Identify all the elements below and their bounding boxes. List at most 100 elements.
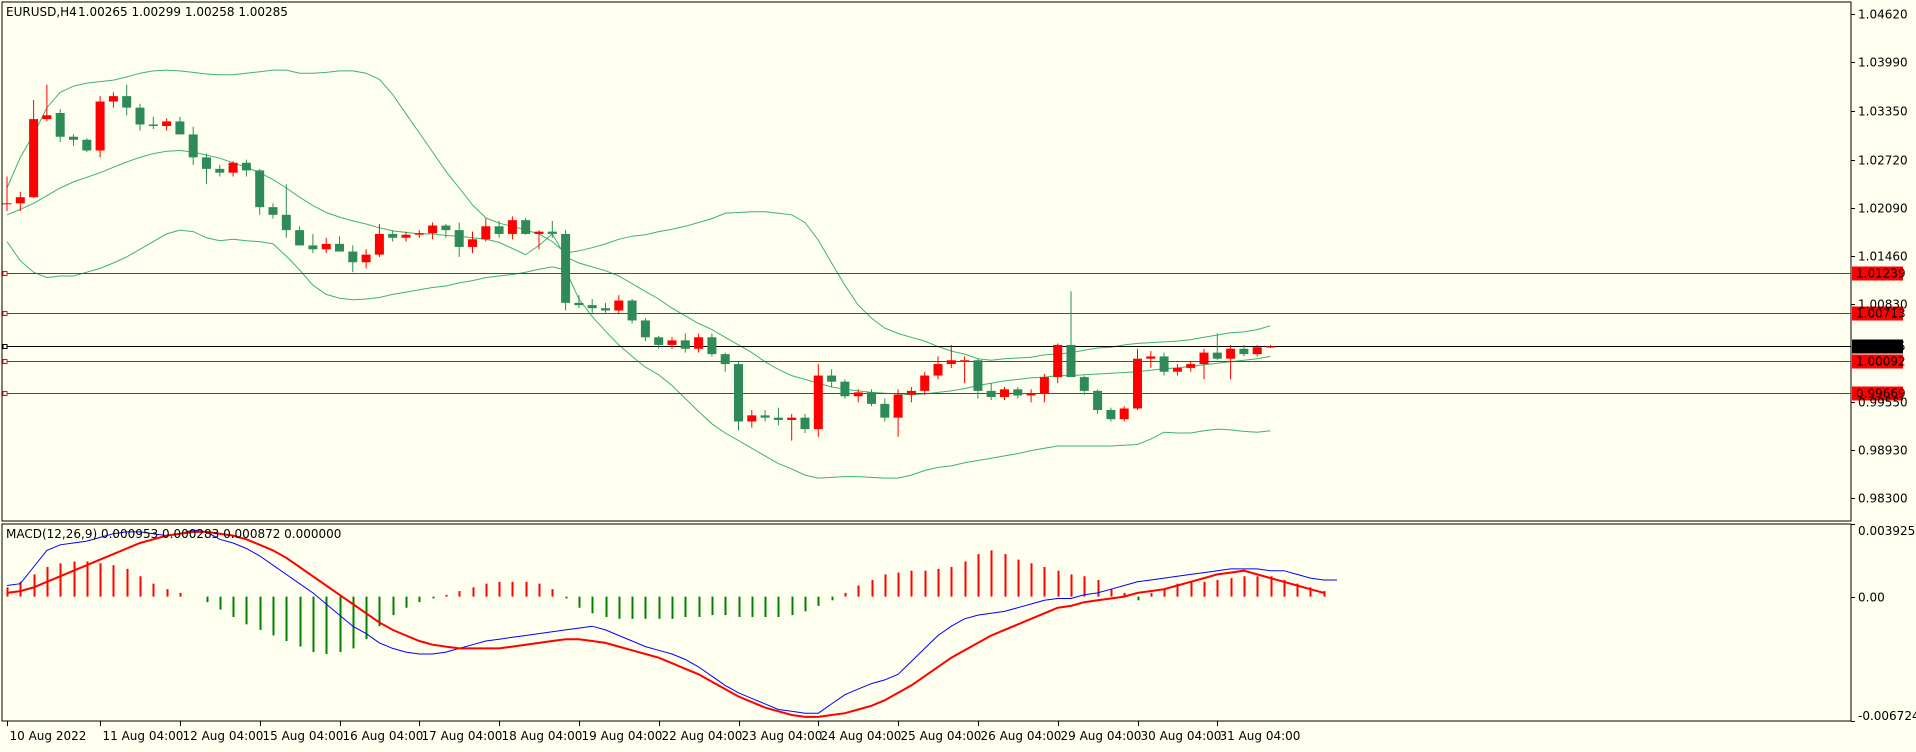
time-tick-label: 23 Aug 04:00	[742, 729, 823, 743]
candle-body	[468, 239, 477, 247]
candle-body	[2, 203, 12, 205]
candle-body	[1119, 408, 1129, 420]
macd-panel-frame	[1, 523, 1852, 722]
macd-axis: 0.003925 0.00 -0.006724	[1851, 524, 1916, 723]
price-tick-label: 0.98930	[1858, 444, 1908, 458]
ohlc-label: 1.00265 1.00299 1.00258 1.00285	[78, 5, 288, 19]
time-tick-label: 26 Aug 04:00	[981, 729, 1062, 743]
candle-body	[773, 417, 783, 420]
macd-line	[6, 529, 1337, 714]
candle-body	[122, 96, 132, 108]
candle-body	[1266, 346, 1275, 348]
candle-body	[547, 231, 557, 234]
candle-body	[414, 233, 424, 235]
candle-body	[933, 364, 943, 376]
candle-body	[906, 390, 916, 395]
level-price-label: 0.99669	[1856, 387, 1906, 401]
macd-histogram	[6, 550, 1326, 654]
price-tick-label: 1.02090	[1858, 202, 1908, 216]
macd-tick-label: 0.003925	[1858, 524, 1915, 538]
candle-body	[55, 112, 65, 137]
candle-body	[1106, 410, 1116, 420]
candle-body	[29, 119, 39, 198]
time-tick-label: 29 Aug 04:00	[1061, 729, 1142, 743]
symbol-label: EURUSD,H4	[6, 5, 77, 19]
candle-body	[281, 214, 291, 231]
candle-body	[69, 136, 78, 140]
candle-body	[335, 243, 344, 252]
candle-body	[1186, 364, 1196, 368]
candle-body	[946, 360, 956, 365]
candle-body	[601, 308, 610, 311]
time-tick-label: 17 Aug 04:00	[422, 729, 503, 743]
candle-body	[973, 360, 983, 391]
candle-body	[813, 375, 823, 430]
candle-body	[401, 234, 411, 238]
level-handle	[2, 391, 8, 396]
price-tick-label: 1.03990	[1858, 56, 1908, 70]
time-tick-label: 25 Aug 04:00	[901, 729, 982, 743]
macd-tick-label: 0.00	[1858, 591, 1885, 605]
level-price-tag	[1852, 386, 1903, 401]
candle-body	[694, 337, 704, 349]
candle-body	[215, 168, 225, 173]
candle-body	[1013, 389, 1023, 396]
candle-body	[507, 220, 517, 234]
level-handle	[2, 359, 8, 364]
time-tick-label: 22 Aug 04:00	[662, 729, 743, 743]
price-tick-label: 1.00830	[1858, 298, 1908, 312]
candle-body	[1039, 377, 1049, 394]
candle-body	[1226, 348, 1236, 359]
candle-body	[614, 300, 624, 311]
candle-body	[1133, 358, 1142, 409]
macd-tick-label: -0.006724	[1858, 709, 1916, 723]
time-tick-label: 10 Aug 2022	[10, 729, 87, 743]
candle-body	[1212, 352, 1222, 359]
candle-body	[441, 225, 451, 231]
level-price-label: 1.01239	[1856, 267, 1906, 281]
time-tick-label: 31 Aug 04:00	[1220, 729, 1301, 743]
level-handle	[2, 311, 8, 316]
candle-body	[787, 417, 797, 420]
time-tick-label: 19 Aug 04:00	[582, 729, 663, 743]
candle-body	[1093, 390, 1103, 411]
candle-body	[295, 230, 305, 246]
candle-body	[241, 162, 251, 171]
candle-body	[960, 360, 970, 362]
candle-body	[1000, 389, 1009, 397]
level-price-label: 1.00092	[1856, 355, 1906, 369]
candle-body	[162, 121, 172, 127]
time-tick-label: 18 Aug 04:00	[502, 729, 583, 743]
price-tick-label: 1.02720	[1858, 154, 1908, 168]
candle-body	[734, 364, 743, 422]
candle-body	[268, 207, 278, 215]
price-axis: 1.04620 1.03990 1.03350 1.02720 1.02090 1.014…	[1851, 8, 1908, 506]
candle-body	[747, 415, 757, 422]
candle-body	[521, 220, 531, 234]
candle-body	[135, 107, 145, 125]
candle-body	[893, 394, 903, 418]
time-tick-label: 11 Aug 04:00	[103, 729, 184, 743]
candle-body	[800, 417, 810, 430]
candle-body	[175, 121, 185, 135]
level-price-tag	[1852, 266, 1903, 281]
price-tick-label: 1.01460	[1858, 250, 1908, 264]
candle-body	[1239, 348, 1249, 355]
time-tick-label: 30 Aug 04:00	[1141, 729, 1222, 743]
price-tick-label: 1.04620	[1858, 8, 1908, 22]
price-tick-label: 0.98300	[1858, 492, 1908, 506]
candle-body	[720, 354, 730, 365]
candle-body	[95, 101, 105, 151]
candle-body	[348, 251, 358, 263]
candle-body	[1199, 352, 1209, 365]
level-price-tag	[1852, 339, 1903, 354]
candle-body	[880, 403, 890, 418]
candle-body	[1066, 344, 1076, 378]
candle-body	[15, 197, 25, 204]
candle-body	[148, 124, 158, 127]
candle-body	[627, 300, 637, 321]
candle-body	[188, 134, 198, 158]
